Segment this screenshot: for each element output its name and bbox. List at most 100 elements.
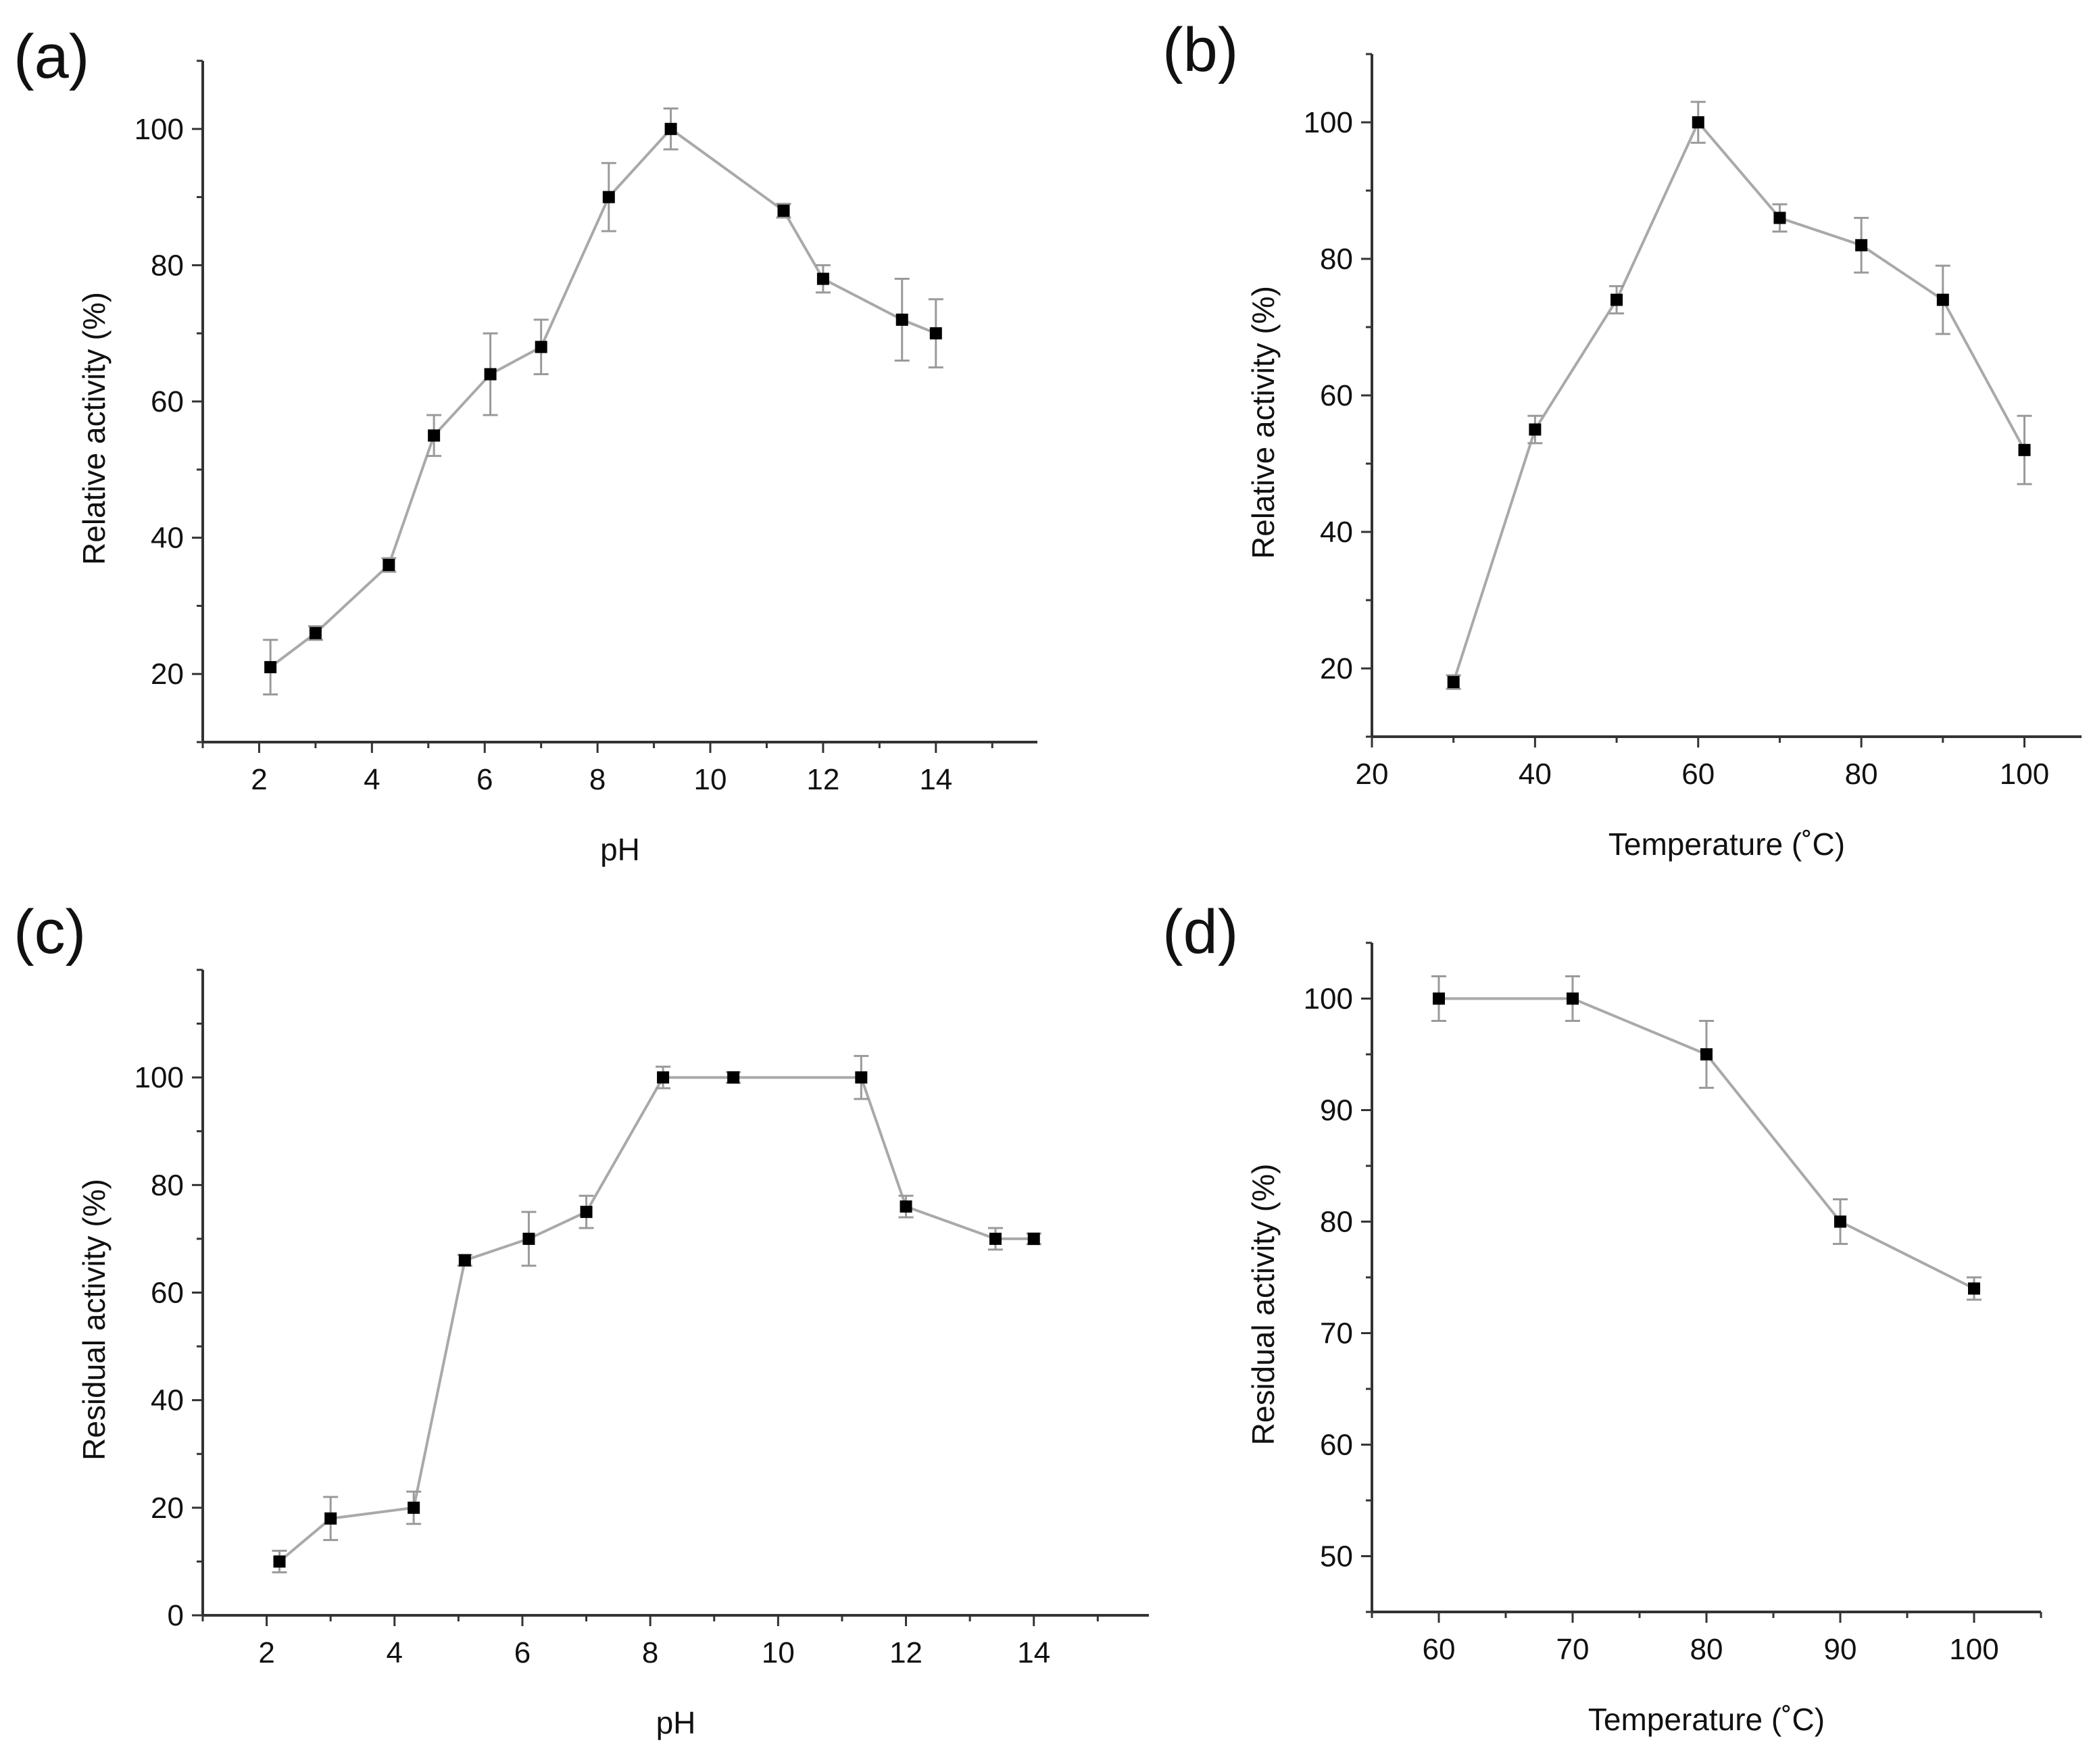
data-point <box>1968 1282 1980 1295</box>
series-line <box>278 1076 1034 1563</box>
data-point <box>580 1206 593 1219</box>
data-point <box>2018 443 2031 456</box>
data-point <box>408 1501 420 1514</box>
data-point <box>664 122 677 135</box>
y-tick-label: 80 <box>1320 243 1353 276</box>
x-tick-label: 80 <box>1845 758 1878 791</box>
y-tick-label: 60 <box>151 1277 184 1310</box>
data-point <box>602 191 615 203</box>
data-point <box>1027 1232 1040 1245</box>
panel-label: (a) <box>14 22 89 91</box>
x-tick-label: 20 <box>1356 758 1389 791</box>
data-point <box>855 1071 868 1084</box>
y-tick-label: 100 <box>134 1061 184 1094</box>
y-axis-title: Relative activity (%) <box>76 292 112 565</box>
x-tick-label: 6 <box>514 1636 531 1669</box>
data-point <box>816 272 829 285</box>
x-tick-label: 70 <box>1556 1633 1590 1666</box>
x-axis-title: pH <box>600 832 640 867</box>
y-axis-title: Residual activity (%) <box>1246 1164 1281 1446</box>
y-tick-label: 80 <box>151 249 184 282</box>
data-point <box>1433 992 1445 1005</box>
panel-label: (b) <box>1162 16 1238 84</box>
data-point <box>1855 239 1868 251</box>
y-tick-label: 20 <box>1320 652 1353 685</box>
y-tick-label: 0 <box>168 1599 184 1632</box>
data-point <box>1936 293 1949 306</box>
chart-panel: (c) 2 4 6 8 10 12 14 0 20 40 60 80 100 pH Residual acti… <box>14 898 1149 1740</box>
series-line <box>1452 120 2026 683</box>
y-tick-label: 60 <box>1320 1429 1353 1462</box>
data-point <box>989 1232 1002 1245</box>
chart-panel: (b) 20 40 60 80 100 20 40 60 80 100 Temperature (˚C… <box>1162 16 2082 862</box>
data-point <box>777 204 790 217</box>
y-tick-label: 90 <box>1320 1094 1353 1127</box>
y-axis-title: Relative activity (%) <box>1246 286 1281 559</box>
data-point <box>1692 116 1704 128</box>
x-tick-label: 6 <box>476 763 493 796</box>
data-point <box>1773 212 1786 224</box>
y-tick-label: 80 <box>151 1169 184 1202</box>
y-tick-label: 50 <box>1320 1540 1353 1573</box>
x-tick-label: 12 <box>889 1636 922 1669</box>
x-tick-label: 100 <box>1949 1633 1998 1666</box>
y-tick-label: 80 <box>1320 1206 1353 1239</box>
x-tick-label: 10 <box>694 763 727 796</box>
data-point <box>727 1071 740 1084</box>
data-point <box>458 1254 471 1267</box>
data-point <box>657 1071 670 1084</box>
x-axis-title: pH <box>656 1705 696 1740</box>
x-tick-label: 14 <box>919 763 952 796</box>
x-tick-label: 8 <box>589 763 606 796</box>
data-point <box>324 1512 337 1525</box>
x-tick-label: 12 <box>806 763 839 796</box>
data-point <box>895 314 908 326</box>
panel-label: (c) <box>14 898 86 966</box>
data-point <box>383 558 395 571</box>
x-tick-label: 4 <box>364 763 380 796</box>
data-point <box>1529 423 1542 436</box>
x-tick-label: 60 <box>1423 1633 1456 1666</box>
data-point <box>1567 992 1579 1005</box>
data-point <box>522 1232 535 1245</box>
x-tick-label: 8 <box>642 1636 658 1669</box>
data-point <box>309 627 322 639</box>
x-tick-label: 80 <box>1690 1633 1723 1666</box>
chart-panel: (a) 2 4 6 8 10 12 14 20 40 60 80 100 pH Relative activ… <box>14 22 1037 867</box>
data-point <box>264 661 277 674</box>
x-tick-label: 2 <box>258 1636 274 1669</box>
x-tick-label: 90 <box>1824 1633 1857 1666</box>
panel-label: (d) <box>1162 898 1238 966</box>
series-line <box>269 127 937 668</box>
data-point <box>929 327 942 340</box>
data-point <box>428 429 441 442</box>
x-tick-label: 10 <box>762 1636 795 1669</box>
chart-panel: (d) 60 70 80 90 100 50 60 70 80 90 100 Temperature (… <box>1162 898 2042 1737</box>
x-tick-label: 100 <box>2000 758 2049 791</box>
y-tick-label: 60 <box>151 385 184 418</box>
y-axis-title: Residual activity (%) <box>76 1179 112 1461</box>
x-axis-title: Temperature (˚C) <box>1588 1702 1825 1737</box>
x-tick-label: 14 <box>1017 1636 1050 1669</box>
y-tick-label: 40 <box>1320 516 1353 549</box>
x-tick-label: 40 <box>1519 758 1552 791</box>
y-tick-label: 70 <box>1320 1317 1353 1350</box>
y-tick-label: 40 <box>151 1384 184 1417</box>
x-axis-title: Temperature (˚C) <box>1608 827 1845 862</box>
data-point <box>535 341 547 353</box>
y-tick-label: 40 <box>151 522 184 555</box>
y-tick-label: 100 <box>1304 106 1353 139</box>
x-tick-label: 2 <box>251 763 267 796</box>
data-point <box>1610 293 1623 306</box>
x-tick-label: 60 <box>1681 758 1715 791</box>
data-point <box>1447 676 1460 689</box>
data-point <box>484 368 497 381</box>
x-tick-label: 4 <box>387 1636 403 1669</box>
y-tick-label: 20 <box>151 1492 184 1525</box>
y-tick-label: 60 <box>1320 379 1353 412</box>
y-tick-label: 20 <box>151 658 184 691</box>
data-point <box>900 1200 912 1213</box>
data-point <box>1700 1048 1713 1060</box>
data-point <box>1834 1215 1846 1228</box>
